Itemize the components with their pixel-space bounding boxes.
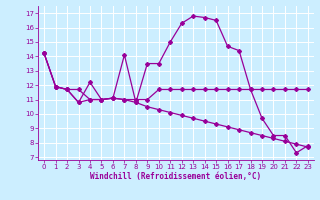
X-axis label: Windchill (Refroidissement éolien,°C): Windchill (Refroidissement éolien,°C): [91, 172, 261, 181]
